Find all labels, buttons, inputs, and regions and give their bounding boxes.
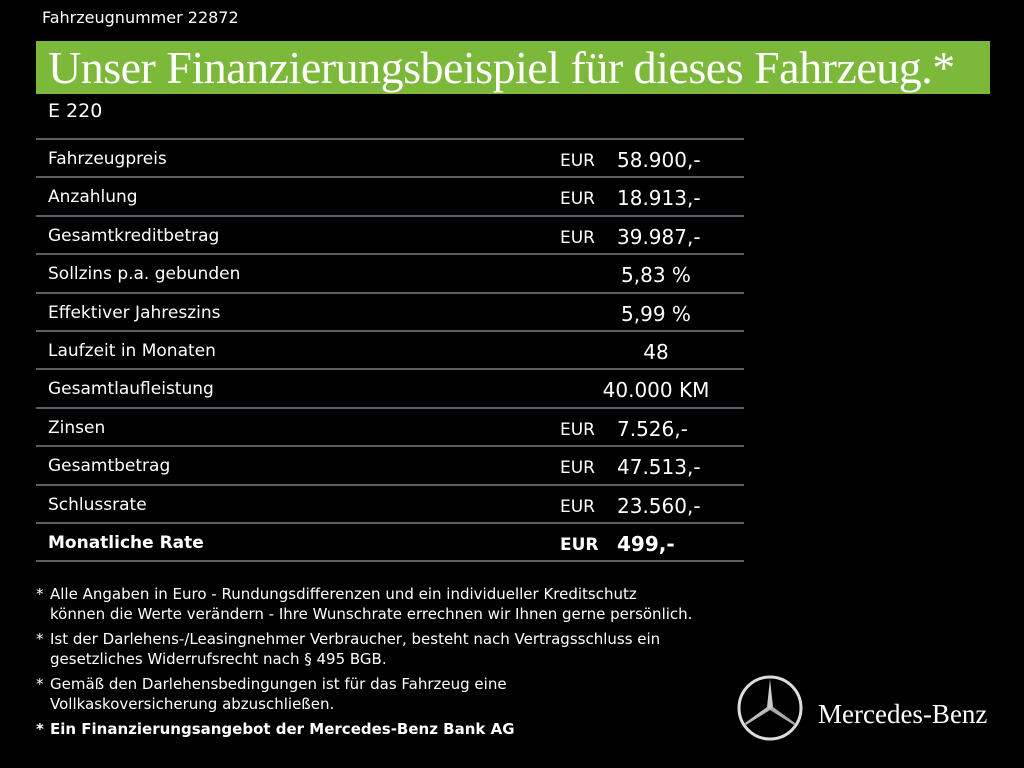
table-row: Gesamtlaufleistung 40.000 KM bbox=[36, 368, 744, 406]
currency: EUR bbox=[560, 496, 595, 517]
row-label: Anzahlung bbox=[48, 187, 138, 208]
row-value: 18.913,- bbox=[617, 186, 701, 211]
table-row: Monatliche Rate EUR 499,- bbox=[36, 521, 744, 563]
footnote-text: Gemäß den Darlehensbedingungen ist für d… bbox=[50, 674, 507, 714]
row-label: Fahrzeugpreis bbox=[48, 149, 167, 169]
footnote-text: Ist der Darlehens-/Leasingnehmer Verbrau… bbox=[50, 629, 660, 669]
row-label: Zinsen bbox=[48, 417, 106, 438]
row-value: 47.513,- bbox=[617, 455, 701, 480]
row-value: 39.987,- bbox=[617, 224, 701, 249]
brand-name: Mercedes-Benz bbox=[818, 699, 988, 729]
row-label: Schlussrate bbox=[48, 494, 147, 515]
footnote: * Ein Finanzierungsangebot der Mercedes-B… bbox=[36, 719, 692, 739]
vehicle-number: Fahrzeugnummer 22872 bbox=[42, 8, 239, 27]
model: E 220 bbox=[48, 100, 103, 122]
brand-logo bbox=[737, 675, 803, 741]
finance-table: Fahrzeugpreis EUR 58.900,- Anzahlung EUR 18.9… bbox=[36, 138, 744, 563]
row-value: 499,- bbox=[617, 531, 675, 556]
currency: EUR bbox=[560, 227, 595, 248]
title: Unser Finanzierungsbeispiel für dieses F… bbox=[36, 41, 990, 94]
footnote-marker: * bbox=[36, 675, 44, 693]
currency: EUR bbox=[560, 419, 595, 440]
table-row: Anzahlung EUR 18.913,- bbox=[36, 176, 744, 214]
footnote-line: können die Werte verändern - Ihre Wunsch… bbox=[50, 605, 693, 623]
currency: EUR bbox=[560, 189, 595, 210]
footnote-line: Ist der Darlehens-/Leasingnehmer Verbrau… bbox=[50, 630, 661, 648]
table-row: Zinsen EUR 7.526,- bbox=[36, 406, 744, 445]
currency: EUR bbox=[560, 458, 595, 479]
footnotes: * Alle Angaben in Euro - Rundungsdifferen… bbox=[36, 584, 692, 744]
footnote-line: Ein Finanzierungsangebot der Mercedes-Be… bbox=[50, 720, 515, 738]
row-value: 7.526,- bbox=[617, 416, 688, 441]
footnote-marker: * bbox=[36, 630, 44, 648]
table-row: Laufzeit in Monaten 48 bbox=[36, 329, 744, 368]
footnote-text: Alle Angaben in Euro - Rundungsdifferenz… bbox=[50, 584, 692, 624]
row-value: 40.000 KM bbox=[602, 378, 710, 403]
table-row: Schlussrate EUR 23.560,- bbox=[36, 483, 744, 522]
footnote-marker: * bbox=[36, 720, 44, 738]
footnote: * Alle Angaben in Euro - Rundungsdifferen… bbox=[36, 584, 692, 624]
currency: EUR bbox=[560, 534, 599, 555]
row-label: Monatliche Rate bbox=[48, 532, 204, 553]
table-row: Gesamtbetrag EUR 47.513,- bbox=[36, 445, 744, 483]
row-label: Gesamtkreditbetrag bbox=[48, 225, 220, 246]
row-value: 23.560,- bbox=[617, 493, 701, 518]
currency: EUR bbox=[560, 151, 595, 171]
table-row: Gesamtkreditbetrag EUR 39.987,- bbox=[36, 214, 744, 253]
footnote-line: Gemäß den Darlehensbedingungen ist für d… bbox=[50, 675, 507, 693]
row-label: Laufzeit in Monaten bbox=[48, 340, 216, 361]
row-label: Sollzins p.a. gebunden bbox=[48, 264, 241, 285]
footnote: * Ist der Darlehens-/Leasingnehmer Verbra… bbox=[36, 629, 692, 669]
footnote-line: gesetzliches Widerrufsrecht nach § 495 B… bbox=[50, 650, 387, 668]
footnote: * Gemäß den Darlehensbedingungen ist für … bbox=[36, 674, 692, 714]
footnote-line: Vollkaskoversicherung abzuschließen. bbox=[50, 695, 335, 713]
table-row: Fahrzeugpreis EUR 58.900,- bbox=[36, 138, 744, 176]
row-label: Effektiver Jahreszins bbox=[48, 302, 221, 323]
table-row: Effektiver Jahreszins 5,99 % bbox=[36, 291, 744, 330]
row-label: Gesamtlaufleistung bbox=[48, 379, 214, 400]
row-label: Gesamtbetrag bbox=[48, 456, 171, 477]
table-row: Sollzins p.a. gebunden 5,83 % bbox=[36, 253, 744, 291]
footnote-line: Alle Angaben in Euro - Rundungsdifferenz… bbox=[50, 585, 637, 603]
row-value: 5,99 % bbox=[621, 301, 691, 326]
footnote-marker: * bbox=[36, 585, 44, 603]
row-value: 58.900,- bbox=[617, 148, 701, 172]
row-value: 5,83 % bbox=[621, 263, 691, 288]
footnote-text: Ein Finanzierungsangebot der Mercedes-Be… bbox=[50, 719, 515, 739]
row-value: 48 bbox=[643, 339, 669, 364]
